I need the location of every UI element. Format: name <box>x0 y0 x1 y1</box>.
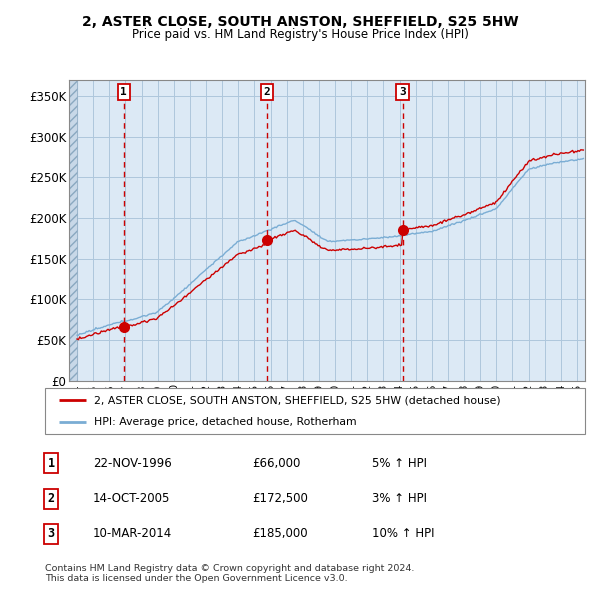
Text: £185,000: £185,000 <box>252 527 308 540</box>
FancyBboxPatch shape <box>45 388 585 434</box>
Text: 1: 1 <box>120 87 127 97</box>
Text: 2: 2 <box>47 492 55 505</box>
Text: £172,500: £172,500 <box>252 492 308 505</box>
Text: 5% ↑ HPI: 5% ↑ HPI <box>372 457 427 470</box>
Text: 14-OCT-2005: 14-OCT-2005 <box>93 492 170 505</box>
Text: 3% ↑ HPI: 3% ↑ HPI <box>372 492 427 505</box>
Text: 3: 3 <box>399 87 406 97</box>
Text: HPI: Average price, detached house, Rotherham: HPI: Average price, detached house, Roth… <box>94 417 356 427</box>
Text: 10% ↑ HPI: 10% ↑ HPI <box>372 527 434 540</box>
Text: 22-NOV-1996: 22-NOV-1996 <box>93 457 172 470</box>
Text: Contains HM Land Registry data © Crown copyright and database right 2024.
This d: Contains HM Land Registry data © Crown c… <box>45 563 415 583</box>
Text: Price paid vs. HM Land Registry's House Price Index (HPI): Price paid vs. HM Land Registry's House … <box>131 28 469 41</box>
Text: 10-MAR-2014: 10-MAR-2014 <box>93 527 172 540</box>
Bar <box>69 80 77 381</box>
Bar <box>69 80 77 381</box>
Text: 3: 3 <box>47 527 55 540</box>
Text: 2, ASTER CLOSE, SOUTH ANSTON, SHEFFIELD, S25 5HW: 2, ASTER CLOSE, SOUTH ANSTON, SHEFFIELD,… <box>82 15 518 29</box>
Text: 2: 2 <box>264 87 271 97</box>
Text: £66,000: £66,000 <box>252 457 301 470</box>
Text: 2, ASTER CLOSE, SOUTH ANSTON, SHEFFIELD, S25 5HW (detached house): 2, ASTER CLOSE, SOUTH ANSTON, SHEFFIELD,… <box>94 395 500 405</box>
Text: 1: 1 <box>47 457 55 470</box>
